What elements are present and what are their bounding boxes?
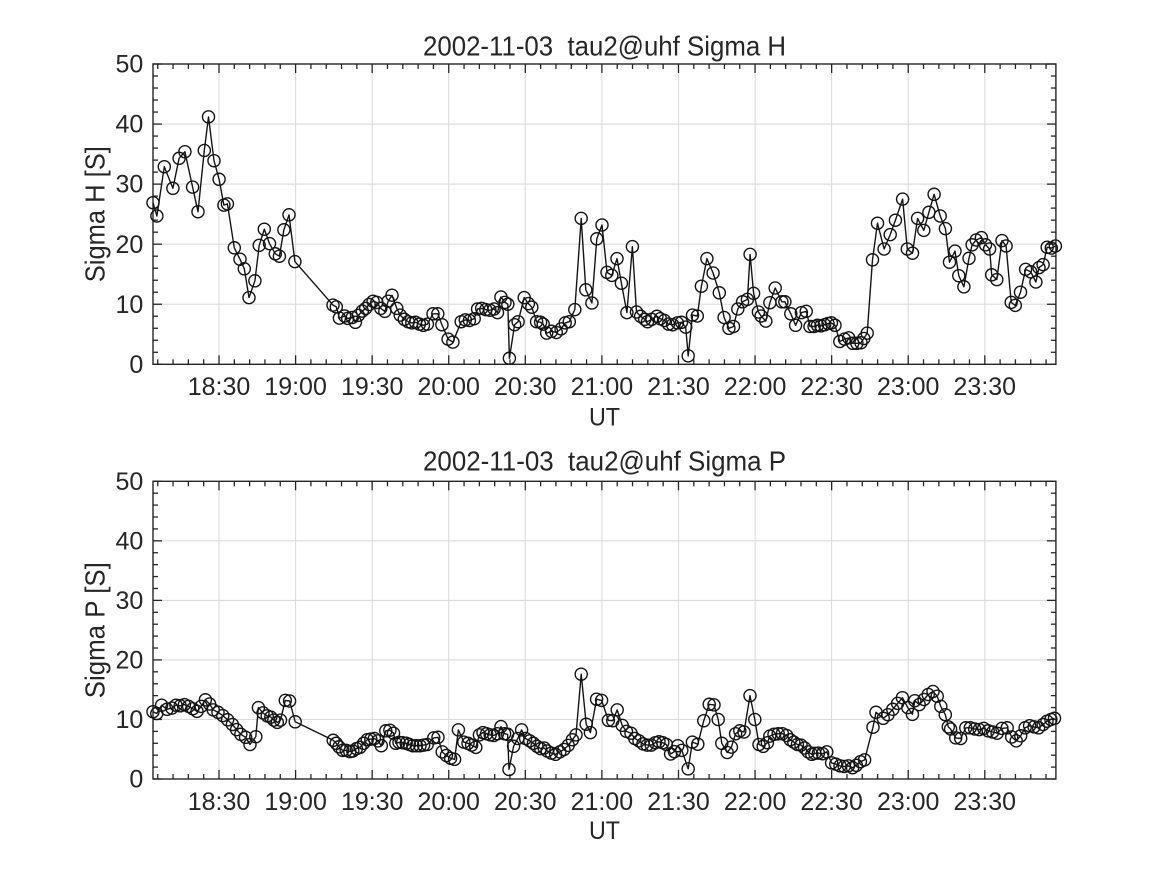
svg-text:22:30: 22:30 [800, 373, 863, 401]
svg-text:40: 40 [115, 111, 143, 139]
svg-text:40: 40 [115, 527, 143, 555]
svg-text:10: 10 [115, 706, 143, 734]
svg-text:18:30: 18:30 [188, 373, 251, 401]
svg-text:0: 0 [129, 766, 143, 794]
svg-text:50: 50 [115, 468, 143, 496]
svg-text:10: 10 [115, 291, 143, 319]
svg-text:23:30: 23:30 [954, 788, 1017, 816]
svg-text:0: 0 [129, 351, 143, 379]
svg-text:30: 30 [115, 587, 143, 615]
svg-text:23:30: 23:30 [954, 373, 1017, 401]
svg-text:20:00: 20:00 [417, 373, 480, 401]
svg-text:20: 20 [115, 231, 143, 259]
svg-text:2002-11-03 tau2@uhf Sigma H: 2002-11-03 tau2@uhf Sigma H [423, 30, 786, 61]
svg-text:22:00: 22:00 [724, 788, 787, 816]
svg-text:20: 20 [115, 647, 143, 675]
svg-text:22:00: 22:00 [724, 373, 787, 401]
svg-text:21:00: 21:00 [571, 788, 634, 816]
svg-text:19:30: 19:30 [341, 788, 404, 816]
svg-text:19:00: 19:00 [264, 373, 327, 401]
svg-text:23:00: 23:00 [877, 788, 940, 816]
svg-text:22:30: 22:30 [800, 788, 863, 816]
svg-text:19:30: 19:30 [341, 373, 404, 401]
svg-text:UT: UT [589, 404, 620, 432]
svg-text:UT: UT [589, 817, 620, 845]
svg-text:21:30: 21:30 [647, 788, 710, 816]
svg-text:20:00: 20:00 [417, 788, 480, 816]
svg-text:50: 50 [115, 51, 143, 79]
svg-text:20:30: 20:30 [494, 788, 557, 816]
svg-text:23:00: 23:00 [877, 373, 940, 401]
svg-text:Sigma H [S]: Sigma H [S] [79, 146, 110, 282]
svg-text:2002-11-03 tau2@uhf Sigma P: 2002-11-03 tau2@uhf Sigma P [423, 445, 786, 476]
svg-text:Sigma P [S]: Sigma P [S] [79, 562, 110, 698]
svg-text:18:30: 18:30 [188, 788, 251, 816]
svg-text:20:30: 20:30 [494, 373, 557, 401]
svg-text:21:30: 21:30 [647, 373, 710, 401]
svg-text:21:00: 21:00 [571, 373, 634, 401]
svg-text:19:00: 19:00 [264, 788, 327, 816]
svg-text:30: 30 [115, 171, 143, 199]
